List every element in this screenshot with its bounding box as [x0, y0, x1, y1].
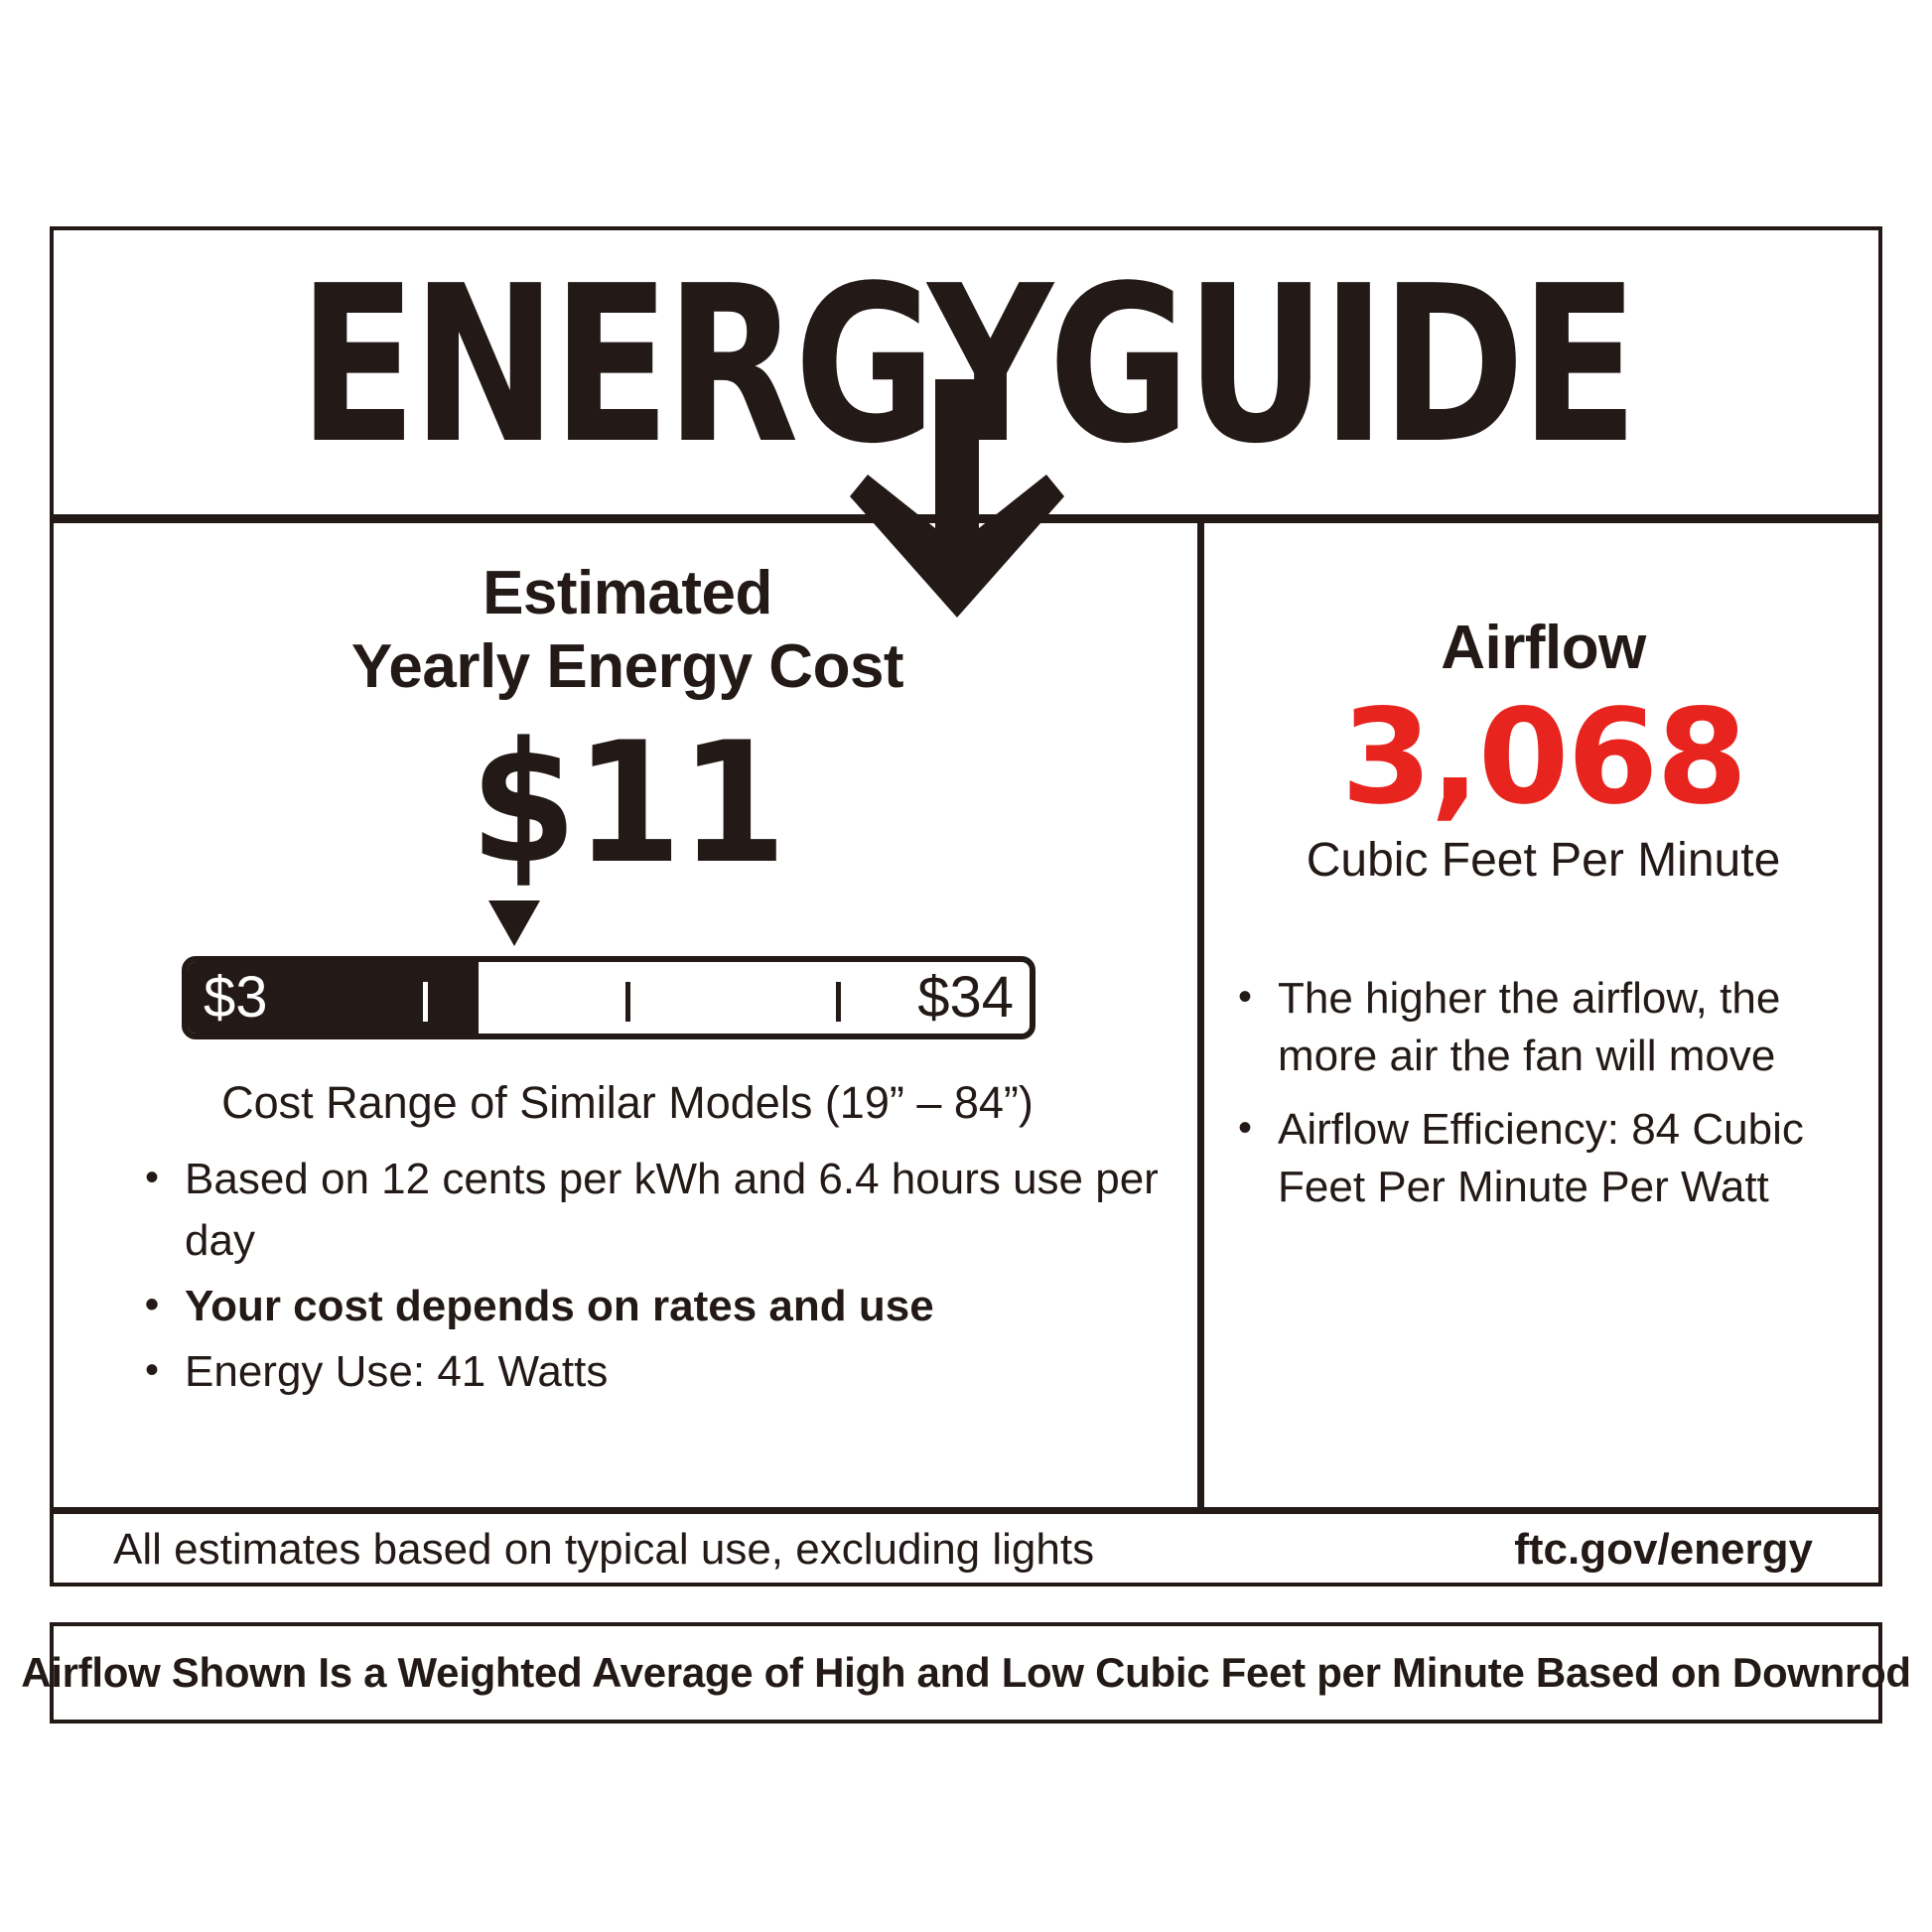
airflow-value: 3,068	[1340, 681, 1748, 834]
estimated-cost-panel: Estimated Yearly Energy Cost $11 $3 $34 …	[58, 523, 1197, 1507]
cost-range-max-label: $34	[917, 965, 1014, 1030]
range-tick	[624, 982, 630, 1022]
energyguide-logo: ENERGYGUIDE	[298, 240, 1639, 491]
cost-bullet-list: Based on 12 cents per kWh and 6.4 hours …	[58, 1147, 1197, 1403]
cost-range-bar: $3 $34	[182, 956, 1035, 1039]
airflow-bullet-item: Airflow Efficiency: 84 Cubic Feet Per Mi…	[1238, 1099, 1859, 1216]
panel-divider	[1197, 514, 1204, 1507]
cost-range-min-label: $3	[204, 965, 268, 1030]
airflow-panel: Airflow 3,068 Cubic Feet Per Minute The …	[1204, 523, 1882, 1507]
label-frame: ENERGYGUIDE Estimated Yearly Energy Cost…	[50, 226, 1882, 1587]
range-tick	[835, 982, 841, 1022]
footer-note: All estimates based on typical use, excl…	[113, 1525, 1095, 1574]
cost-bullet-item: Your cost depends on rates and use	[145, 1274, 1197, 1337]
header-divider-rule	[54, 514, 1878, 523]
airflow-bullet-item: The higher the airflow, the more air the…	[1238, 968, 1859, 1085]
cost-heading: Estimated Yearly Energy Cost	[58, 557, 1197, 704]
cost-range-caption: Cost Range of Similar Models (19” – 84”)	[221, 1077, 1034, 1128]
range-tick	[423, 982, 429, 1022]
cost-bullet-item: Based on 12 cents per kWh and 6.4 hours …	[145, 1147, 1197, 1272]
cost-range-fill	[188, 962, 480, 1034]
cost-range-marker-icon	[488, 900, 541, 946]
header-band: ENERGYGUIDE	[54, 230, 1878, 514]
airflow-units-label: Cubic Feet Per Minute	[1306, 834, 1781, 887]
cost-bullet-item: Energy Use: 41 Watts	[145, 1339, 1197, 1403]
ftc-energy-url[interactable]: ftc.gov/energy	[1514, 1525, 1813, 1574]
cost-range-widget: $3 $34	[58, 900, 1197, 1069]
downrod-banner: Airflow Shown Is a Weighted Average of H…	[21, 1622, 1911, 1724]
cost-heading-line1: Estimated	[483, 559, 772, 627]
footer-divider-rule	[54, 1507, 1878, 1514]
estimated-yearly-cost-value: $11	[470, 706, 786, 900]
airflow-title: Airflow	[1441, 614, 1646, 682]
downrod-banner-text: Airflow Shown Is a Weighted Average of H…	[21, 1649, 1911, 1696]
cost-heading-line2: Yearly Energy Cost	[350, 632, 904, 701]
footer-row: All estimates based on typical use, excl…	[54, 1514, 1878, 1587]
airflow-bullet-list: The higher the airflow, the more air the…	[1204, 968, 1882, 1216]
